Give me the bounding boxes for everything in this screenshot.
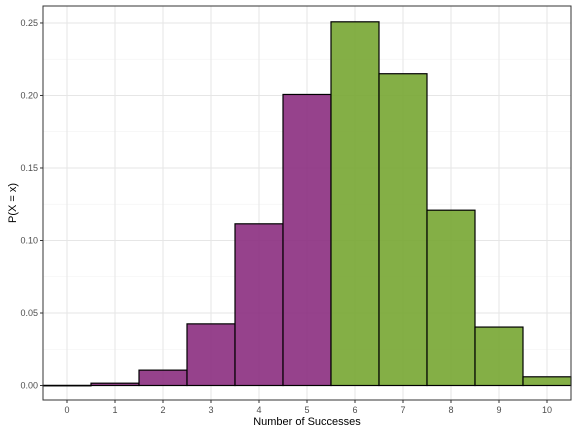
x-axis-title: Number of Successes [253,416,361,428]
y-tick-label: 0.00 [20,380,38,390]
y-tick-label: 0.10 [20,235,38,245]
bar-0 [42,384,92,387]
x-tick-label: 1 [112,405,117,415]
bar-10 [522,376,572,387]
bar-5 [282,93,332,387]
x-tick-label: 7 [400,405,405,415]
bar-8 [426,209,476,387]
bar-7 [378,73,428,387]
bar-9 [474,326,524,387]
bar-2 [138,369,188,387]
x-tick-label: 3 [208,405,213,415]
bar-6 [330,21,380,387]
x-tick-label: 9 [496,405,501,415]
y-tick-label: 0.05 [20,308,38,318]
y-axis: 0.00 0.05 0.10 0.15 0.20 0.25 [20,18,43,390]
x-tick-label: 6 [352,405,357,415]
x-tick-label: 5 [304,405,309,415]
x-axis: 0 1 2 3 4 5 6 7 8 9 10 [64,400,552,415]
x-tick-label: 2 [160,405,165,415]
y-tick-label: 0.20 [20,90,38,100]
y-tick-label: 0.15 [20,163,38,173]
bar-3 [186,323,236,387]
bar-4 [234,223,284,387]
y-tick-label: 0.25 [20,18,38,28]
y-axis-title: P(X = x) [7,183,19,223]
x-tick-label: 8 [448,405,453,415]
bars [42,21,572,387]
x-tick-label: 10 [542,405,552,415]
x-tick-label: 4 [256,405,261,415]
x-tick-label: 0 [64,405,69,415]
bar-1 [90,382,140,387]
